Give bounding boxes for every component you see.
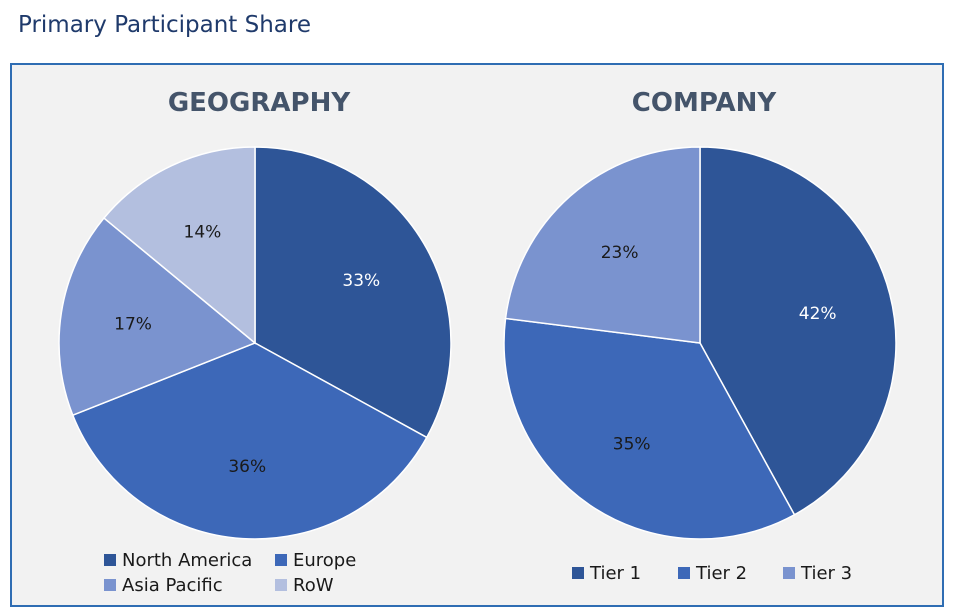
slice-label-europe: 36% [228,457,266,477]
legend-label-tier-2: Tier 2 [695,563,747,584]
legend-swatch-asia-pacific [104,579,116,591]
legend-item-asia-pacific: Asia Pacific [104,575,223,596]
legend-item-europe: Europe [275,550,356,571]
legend-label-europe: Europe [293,550,356,571]
legend-item-north-america: North America [104,550,252,571]
legend-swatch-tier-2 [678,567,690,579]
geography-chart-title: GEOGRAPHY [168,88,352,118]
pie-slice-tier-2 [503,317,796,540]
slice-label-asia-pacific: 17% [114,315,152,335]
legend-swatch-row [275,579,287,591]
legend-item-tier-1: Tier 1 [572,563,641,584]
legend-swatch-north-america [104,554,116,566]
legend-swatch-tier-3 [783,567,795,579]
slice-label-tier-3: 23% [601,243,639,263]
pie-slice-asia-pacific [58,217,257,417]
slice-label-tier-2: 35% [613,435,651,455]
legend-item-tier-3: Tier 3 [783,563,852,584]
slice-label-north-america: 33% [342,271,380,291]
pie-slice-tier-1 [699,146,897,516]
legend-label-tier-3: Tier 3 [800,563,852,584]
legend-label-tier-1: Tier 1 [589,563,641,584]
legend-label-north-america: North America [122,550,252,571]
geography-pie-chart: GEOGRAPHY 33% 36% 17% 14% North America Euro… [58,88,452,596]
pie-slice-north-america [254,146,452,439]
legend-swatch-tier-1 [572,567,584,579]
legend-label-asia-pacific: Asia Pacific [122,575,223,596]
pie-slice-europe [71,342,428,540]
pie-slice-row [102,146,256,345]
legend-swatch-europe [275,554,287,566]
legend-item-row: RoW [275,575,334,596]
legend-item-tier-2: Tier 2 [678,563,747,584]
company-pie-chart: COMPANY 42% 35% 23% Tier 1 Tier 2 Tier 3 [503,88,897,584]
company-chart-title: COMPANY [632,88,778,118]
page-title: Primary Participant Share [18,12,311,38]
slice-label-row: 14% [184,222,222,242]
pie-slice-tier-3 [504,146,701,344]
slice-label-tier-1: 42% [799,304,837,324]
legend-label-row: RoW [293,575,334,596]
